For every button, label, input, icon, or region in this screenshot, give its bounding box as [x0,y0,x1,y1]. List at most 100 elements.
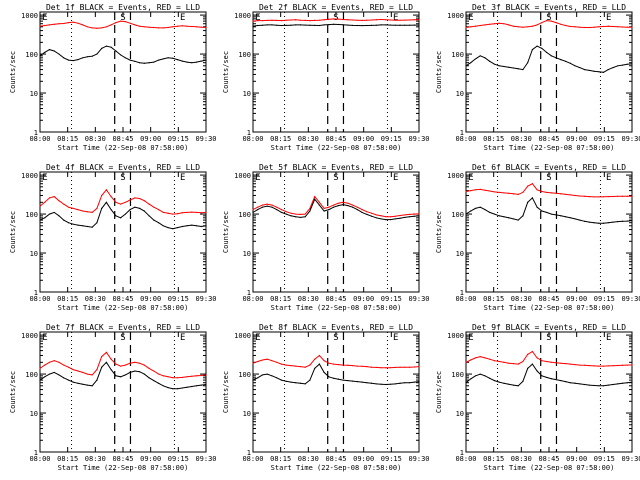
events-point [555,379,557,381]
events-point [583,220,586,222]
events-point [408,382,411,384]
lld-point [598,26,600,28]
events-point [304,383,306,385]
chart-panel-3: Det 3f BLACK = Events, RED = LLD 1 10 100 10… [435,3,640,152]
lld-point [413,366,415,368]
events-point [186,225,188,227]
x-tick-label: 09:30 [195,135,216,143]
lld-point [555,192,557,194]
lld-point [583,195,586,197]
events-point [413,381,415,383]
x-tick-label: 09:00 [566,455,587,463]
y-tick-label: 10 [243,410,251,418]
events-point [385,24,387,26]
events-series-line [252,198,420,221]
lld-point [489,190,491,192]
lld-point [333,363,335,365]
events-point [531,197,534,199]
events-point [82,57,84,59]
events-point [560,215,562,217]
x-axis-label: Start Time (22-Sep-08 07:58:00) [484,464,615,472]
events-point [266,205,268,207]
x-axis-label: Start Time (22-Sep-08 07:58:00) [484,304,615,312]
events-point [588,69,590,72]
x-tick-label: 09:30 [621,455,640,463]
events-point [101,366,103,368]
lld-point [337,202,339,204]
lld-point [356,19,358,21]
events-point [58,374,60,376]
events-point [574,382,576,384]
events-point [143,373,145,375]
chart-title: Det 1f BLACK = Events, RED = LLD [46,3,200,12]
lld-point [172,26,174,28]
events-point [77,224,79,226]
lld-point [261,20,264,22]
lld-point [569,25,571,28]
lld-point [356,365,358,367]
events-point [252,25,254,27]
interval-marker: E [42,173,47,183]
x-tick-label: 09:00 [353,455,374,463]
events-point [389,24,392,26]
events-point [508,66,510,68]
lld-point [271,19,273,21]
y-axis-label: Counts/sec [222,211,230,253]
events-point [617,383,619,385]
events-point [546,376,548,379]
events-point [347,379,349,382]
lld-point [531,25,534,27]
lld-point [347,19,349,21]
y-tick-label: 1000 [447,172,464,180]
lld-series-line [252,18,420,22]
lld-point [115,201,117,203]
interval-marker: S [333,333,338,343]
lld-point [44,24,46,27]
lld-point [48,24,51,26]
events-point [333,377,335,379]
lld-point [498,191,500,193]
events-series-line [39,361,207,390]
events-point [48,49,51,51]
lld-point [574,363,576,366]
lld-point [124,21,126,23]
lld-point [82,24,84,26]
events-point [370,215,373,217]
interval-marker: E [468,333,473,343]
events-point [205,383,207,386]
x-tick-label: 09:30 [621,135,640,143]
lld-point [574,194,576,197]
events-point [583,383,586,386]
lld-point [58,200,60,202]
events-point [602,71,605,73]
lld-point [418,213,420,215]
lld-point [342,18,344,21]
lld-point [162,375,164,377]
lld-point [550,192,552,194]
x-tick-label: 08:15 [57,135,78,143]
lld-point [593,26,595,28]
events-point [139,371,141,373]
y-tick-label: 1 [460,449,464,457]
lld-point [266,358,268,360]
lld-point [148,367,150,369]
interval-marker: E [606,173,611,183]
lld-point [91,374,93,376]
events-point [512,67,515,69]
lld-series-line [39,20,207,29]
lld-point [266,203,268,205]
lld-point [569,363,571,365]
lld-point [612,195,614,198]
events-point [531,363,534,365]
lld-point [162,211,164,214]
lld-point [257,20,259,22]
interval-marker: S [546,333,551,343]
events-point [86,225,89,228]
events-point [280,211,283,214]
events-point [474,375,477,377]
lld-point [299,366,302,368]
lld-point [285,211,287,213]
events-point [309,210,311,212]
events-point [366,382,368,384]
x-axis-label: Start Time (22-Sep-08 07:58:00) [58,304,189,312]
